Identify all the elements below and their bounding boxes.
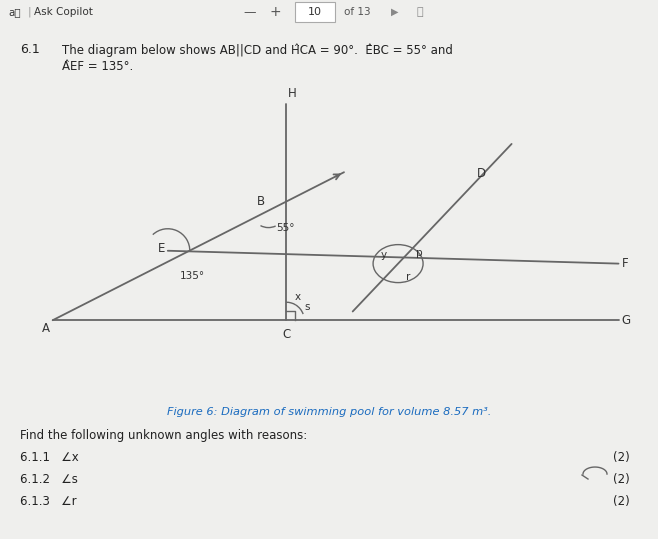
Text: 135°: 135° [180,271,205,281]
Text: +: + [269,5,281,19]
Text: B: B [257,195,265,208]
Text: y: y [381,250,387,260]
Text: (2): (2) [613,495,630,508]
Text: Find the following unknown angles with reasons:: Find the following unknown angles with r… [20,429,307,442]
FancyBboxPatch shape [295,2,335,22]
Text: 6.1: 6.1 [20,43,39,56]
Text: E: E [157,242,164,255]
Text: ⧉: ⧉ [417,7,423,17]
Text: s: s [304,302,310,312]
Text: G: G [622,314,630,327]
Text: (2): (2) [613,451,630,464]
Text: |: | [28,7,32,17]
Text: aあ: aあ [8,7,20,17]
Text: 6.1.2   ∠s: 6.1.2 ∠s [20,473,78,486]
Text: 6.1.1   ∠x: 6.1.1 ∠x [20,451,79,464]
Text: ÂEF = 135°.: ÂEF = 135°. [62,60,134,73]
Text: 6.1.3   ∠r: 6.1.3 ∠r [20,495,76,508]
Text: —: — [243,5,256,19]
Text: F: F [622,257,628,270]
Text: (2): (2) [613,473,630,486]
Text: of 13: of 13 [344,7,370,17]
Text: ▶: ▶ [392,7,399,17]
Text: H: H [288,87,297,100]
Text: The diagram below shows AB||CD and ĤCA = 90°.  ÊBC = 55° and: The diagram below shows AB||CD and ĤCA … [62,43,453,57]
Text: r: r [406,272,411,281]
Text: p: p [416,247,422,258]
Text: 55°: 55° [276,223,295,233]
Text: x: x [294,292,300,302]
Text: Ask Copilot: Ask Copilot [34,7,93,17]
Text: C: C [282,328,290,341]
Text: A: A [41,322,49,335]
Text: Figure 6: Diagram of swimming pool for volume 8.57 m³.: Figure 6: Diagram of swimming pool for v… [167,407,491,417]
Text: D: D [477,167,486,180]
Text: 10: 10 [308,7,322,17]
